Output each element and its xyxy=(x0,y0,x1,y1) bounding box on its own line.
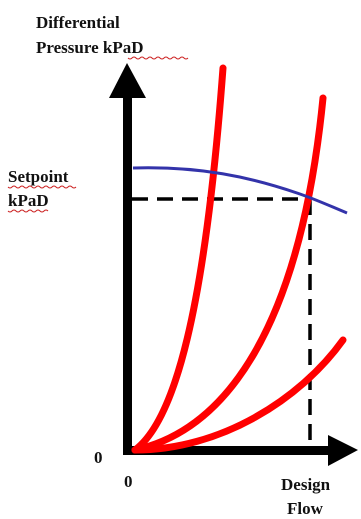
y-axis-arrow xyxy=(109,63,146,98)
y-axis-label-squiggle xyxy=(127,56,189,60)
y-axis-line xyxy=(123,95,132,455)
origin-y-label: 0 xyxy=(94,448,103,467)
x-axis-label-line1: Design xyxy=(281,475,331,494)
setpoint-label-squiggle-1 xyxy=(7,185,77,189)
y-axis-label-line2: Pressure kPaD xyxy=(36,38,144,57)
setpoint-label-squiggle-2 xyxy=(7,209,49,213)
x-axis-label-line2: Flow xyxy=(287,499,324,518)
x-axis-arrow xyxy=(328,435,358,466)
system-curve-shallow xyxy=(131,336,347,454)
origin-x-label: 0 xyxy=(124,472,133,491)
system-curves xyxy=(131,64,347,454)
system-curve-middle xyxy=(131,94,327,454)
axes xyxy=(109,63,358,466)
pump-curve xyxy=(132,166,348,215)
y-axis-label-line1: Differential xyxy=(36,13,120,32)
dashed-guides xyxy=(132,197,312,446)
system-curve-steep xyxy=(131,64,227,454)
x-axis-line xyxy=(125,446,330,455)
setpoint-label-line1: Setpoint xyxy=(8,167,69,186)
setpoint-label-line2: kPaD xyxy=(8,191,49,210)
